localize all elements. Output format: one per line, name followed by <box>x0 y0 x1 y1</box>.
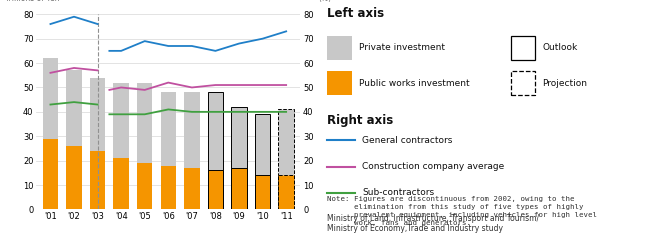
Text: Projection: Projection <box>543 79 587 88</box>
Text: Construction company average: Construction company average <box>362 162 504 171</box>
Bar <box>232 107 247 209</box>
Text: Private investment: Private investment <box>358 43 445 52</box>
Text: Right axis: Right axis <box>327 114 393 127</box>
Bar <box>137 163 152 209</box>
Bar <box>137 83 152 209</box>
FancyBboxPatch shape <box>327 71 352 95</box>
Bar <box>43 139 58 209</box>
Bar <box>90 78 105 209</box>
Bar <box>184 168 199 209</box>
Bar <box>160 166 176 209</box>
Text: Ministry of Land, Infrastructure, Transport and Tourism/
Ministry of Economy,Tra: Ministry of Land, Infrastructure, Transp… <box>327 214 539 233</box>
Text: (%): (%) <box>319 0 332 3</box>
Bar <box>208 92 223 209</box>
Text: General contractors: General contractors <box>362 136 452 145</box>
FancyBboxPatch shape <box>327 36 352 60</box>
Bar <box>232 168 247 209</box>
Text: Sub-contractors: Sub-contractors <box>362 188 434 197</box>
Bar <box>67 146 82 209</box>
Text: Note: Figures are discontinuous from 2002, owing to the
      elimination from t: Note: Figures are discontinuous from 200… <box>327 196 597 226</box>
Bar <box>43 58 58 209</box>
Bar <box>279 109 294 209</box>
Text: Trillions of Yen: Trillions of Yen <box>5 0 59 3</box>
Bar <box>184 92 199 209</box>
FancyBboxPatch shape <box>511 71 535 95</box>
Bar <box>160 92 176 209</box>
Bar <box>90 151 105 209</box>
FancyBboxPatch shape <box>511 36 535 60</box>
Text: Outlook: Outlook <box>543 43 578 52</box>
Bar <box>255 175 270 209</box>
Bar <box>208 170 223 209</box>
Bar <box>279 175 294 209</box>
Bar <box>114 158 129 209</box>
Bar <box>67 70 82 209</box>
Bar <box>255 114 270 209</box>
Text: Left axis: Left axis <box>327 7 385 20</box>
Bar <box>114 83 129 209</box>
Text: Public works investment: Public works investment <box>358 79 469 88</box>
